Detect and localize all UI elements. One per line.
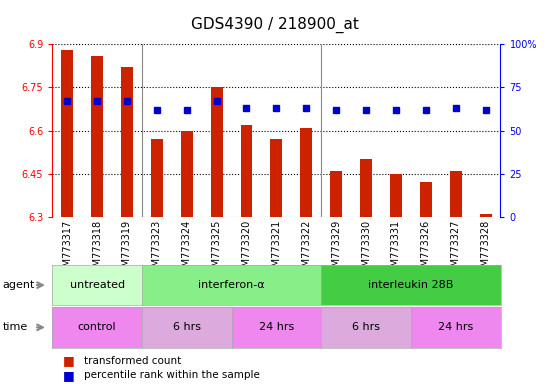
Bar (390, 174, 402, 217)
Bar (271, 139, 282, 217)
Bar (61, 50, 73, 217)
Bar (480, 214, 492, 217)
Bar (91, 56, 103, 217)
Bar (330, 171, 342, 217)
Text: 6 hrs: 6 hrs (352, 322, 380, 333)
Bar (211, 88, 223, 217)
Bar (420, 182, 432, 217)
Bar (360, 159, 372, 217)
Text: interferon-α: interferon-α (198, 280, 265, 290)
Text: control: control (78, 322, 117, 333)
Bar (450, 171, 461, 217)
Text: 24 hrs: 24 hrs (258, 322, 294, 333)
Bar (181, 131, 192, 217)
Text: ■: ■ (63, 369, 75, 382)
Text: transformed count: transformed count (84, 356, 182, 366)
Bar (151, 139, 163, 217)
Text: GDS4390 / 218900_at: GDS4390 / 218900_at (191, 17, 359, 33)
Text: interleukin 28B: interleukin 28B (368, 280, 454, 290)
Text: untreated: untreated (69, 280, 125, 290)
Bar (121, 67, 133, 217)
Text: time: time (3, 322, 28, 333)
Bar (240, 125, 252, 217)
Text: agent: agent (3, 280, 35, 290)
Bar (300, 128, 312, 217)
Text: ■: ■ (63, 354, 75, 367)
Text: percentile rank within the sample: percentile rank within the sample (84, 370, 260, 380)
Text: 6 hrs: 6 hrs (173, 322, 201, 333)
Text: 24 hrs: 24 hrs (438, 322, 474, 333)
